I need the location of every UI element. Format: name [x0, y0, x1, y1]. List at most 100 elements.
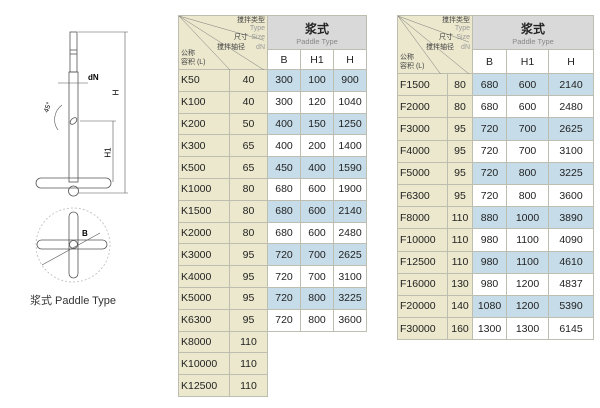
- model-cell: K500: [178, 156, 230, 179]
- model-cell: K10000: [178, 352, 230, 376]
- h1-cell: 600: [300, 221, 334, 245]
- h-cell: 3100: [333, 265, 367, 288]
- h-cell: 3225: [548, 161, 594, 185]
- table-row: F3000 95 720 700 2625: [397, 117, 594, 141]
- h1-cell: 600: [506, 95, 549, 119]
- b-cell: 980: [472, 272, 507, 296]
- h-cell: 2480: [333, 221, 367, 245]
- shaft-diameter-cell: 80: [229, 199, 268, 223]
- h1-cell: 100: [300, 69, 334, 92]
- volume-label-2: 容积 (L): [400, 63, 425, 70]
- model-cell: F12500: [397, 250, 448, 274]
- model-cell: K200: [178, 112, 230, 136]
- model-cell: K50: [178, 69, 230, 92]
- shaft-diameter-cell: 80: [447, 95, 473, 119]
- table-row: F10000 110 980 1100 4090: [397, 228, 594, 252]
- table-row: K1000 80 680 600 1900: [178, 177, 367, 201]
- size-label-en: Size: [456, 34, 470, 41]
- paddle-title: 浆式: [520, 21, 545, 36]
- shaft-diameter-cell: 65: [229, 156, 268, 179]
- h1-cell: 700: [300, 265, 334, 288]
- size-label: 尺寸: [234, 34, 248, 41]
- h1-cell: 800: [300, 286, 334, 310]
- h-cell: 3600: [333, 308, 367, 332]
- table-row: F1500 80 680 600 2140: [397, 72, 594, 97]
- shaft-diameter-cell: 95: [447, 139, 473, 163]
- col-header-H1: H1: [506, 49, 549, 74]
- shaft-diameter-cell: 80: [229, 177, 268, 201]
- h-cell: 2625: [548, 117, 594, 141]
- table-row: F4000 95 720 700 3100: [397, 139, 594, 163]
- h-cell: 1900: [333, 177, 367, 201]
- h-label: H: [111, 89, 121, 96]
- shaft-diameter-cell: 130: [447, 272, 473, 296]
- shaft-diameter-cell: 80: [229, 221, 268, 245]
- paddle-subtitle: Paddle Type: [296, 36, 338, 46]
- f-series-table: 搅拌类型 Type 尺寸 Size 搅拌轴径 dN 公称 容积 (L) 浆式 Pad…: [397, 15, 594, 341]
- table-row: F2000 80 680 600 2480: [397, 95, 594, 119]
- b-cell: 880: [472, 206, 507, 230]
- table-row: F16000 130 980 1200 4837: [397, 272, 594, 296]
- shaft-diameter-cell: 110: [229, 352, 268, 376]
- shaft-label-en: dN: [461, 44, 470, 51]
- h-cell: 3890: [548, 206, 594, 230]
- h1-cell: 700: [300, 243, 334, 267]
- col-header-H: H: [548, 49, 594, 74]
- h-cell: 4837: [548, 272, 594, 296]
- diagram-caption: 浆式 Paddle Type: [30, 295, 117, 307]
- model-cell: F6300: [397, 183, 448, 208]
- b-cell: 680: [267, 199, 301, 223]
- paddle-subtitle: Paddle Type: [512, 36, 554, 46]
- model-cell: F10000: [397, 228, 448, 252]
- table-row: F20000 140 1080 1200 5390: [397, 294, 594, 319]
- table-row: K300 65 400 200 1400: [178, 134, 367, 158]
- shaft-diameter-cell: 110: [447, 250, 473, 274]
- b-cell: 980: [472, 228, 507, 252]
- h1-cell: 1300: [506, 317, 549, 341]
- b-cell: 720: [472, 183, 507, 208]
- col-header-B: B: [472, 49, 507, 74]
- h-cell: 1400: [333, 134, 367, 158]
- h1-cell: 600: [506, 72, 549, 97]
- shaft-diameter-cell: 65: [229, 134, 268, 158]
- b-cell: 720: [267, 286, 301, 310]
- h1-cell: 120: [300, 90, 334, 114]
- h1-cell: 800: [506, 183, 549, 208]
- type-label: 搅拌类型: [237, 17, 265, 24]
- b-cell: 1300: [472, 317, 507, 341]
- table-row: F8000 110 880 1000 3890: [397, 206, 594, 230]
- model-cell: F1500: [397, 72, 448, 97]
- model-cell: K2000: [178, 221, 230, 245]
- shaft-diameter-cell: 50: [229, 112, 268, 136]
- shaft-diameter-cell: 95: [447, 117, 473, 141]
- shaft-label: 搅拌轴径: [217, 44, 245, 51]
- table-row: K10000 110: [178, 352, 367, 376]
- h1-cell: 150: [300, 112, 334, 136]
- type-label-en: Type: [249, 25, 265, 32]
- h1-cell: 1000: [506, 206, 549, 230]
- h1-cell: 600: [300, 177, 334, 201]
- h1-cell: 200: [300, 134, 334, 158]
- model-cell: K6300: [178, 308, 230, 332]
- table-row: K6300 95 720 800 3600: [178, 308, 367, 332]
- h-cell: 2140: [548, 72, 594, 97]
- volume-label: 公称: [181, 50, 195, 57]
- shaft-diameter-cell: 95: [229, 265, 268, 288]
- b-cell: 400: [267, 134, 301, 158]
- table-row: F30000 160 1300 1300 6145: [397, 317, 594, 341]
- volume-label: 公称: [400, 54, 414, 61]
- b-cell: 680: [267, 221, 301, 245]
- table-row: F12500 110 980 1100 4610: [397, 250, 594, 274]
- model-cell: F2000: [397, 95, 448, 119]
- model-cell: K1000: [178, 177, 230, 201]
- shaft-diameter-cell: 110: [447, 206, 473, 230]
- h-cell: 1590: [333, 156, 367, 179]
- model-cell: F8000: [397, 206, 448, 230]
- b-cell: 720: [472, 139, 507, 163]
- shaft-diameter-cell: 160: [447, 317, 473, 341]
- b-cell: 680: [472, 72, 507, 97]
- table-row: K5000 95 720 800 3225: [178, 286, 367, 310]
- shaft-diameter-cell: 140: [447, 294, 473, 319]
- h-cell: 3600: [548, 183, 594, 208]
- b-cell: 1080: [472, 294, 507, 319]
